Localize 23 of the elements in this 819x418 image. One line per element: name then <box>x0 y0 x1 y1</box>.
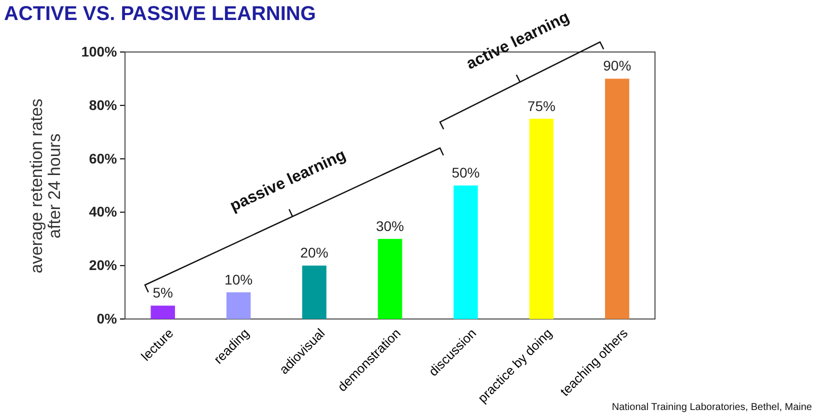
data-label: 20% <box>300 244 328 261</box>
bar <box>150 306 175 319</box>
data-label: 30% <box>376 218 404 234</box>
data-label: 90% <box>603 58 632 74</box>
text: National Training Laboratories, Bethel, Maine <box>612 402 812 413</box>
chart-title: ACTIVE VS. PASSIVE LEARNING <box>4 3 316 25</box>
y-axis-title: average retention rates after 24 hours <box>27 98 64 274</box>
y-tick-label: 40% <box>88 204 118 220</box>
y-tick-label: 100% <box>81 43 118 60</box>
bar <box>605 78 630 319</box>
data-label: 75% <box>527 98 556 114</box>
bar <box>454 186 478 319</box>
data-label: 10% <box>224 271 253 288</box>
bar <box>226 292 251 319</box>
data-label: 50% <box>452 164 480 180</box>
bar <box>529 118 554 319</box>
bar <box>378 238 402 319</box>
y-tick-label: 0% <box>96 310 118 326</box>
y-tick-label: 20% <box>88 257 118 274</box>
y-tick-label: 60% <box>88 150 118 166</box>
y-tick-label: 80% <box>88 96 118 113</box>
bar <box>302 266 326 319</box>
data-label: 5% <box>152 284 173 301</box>
